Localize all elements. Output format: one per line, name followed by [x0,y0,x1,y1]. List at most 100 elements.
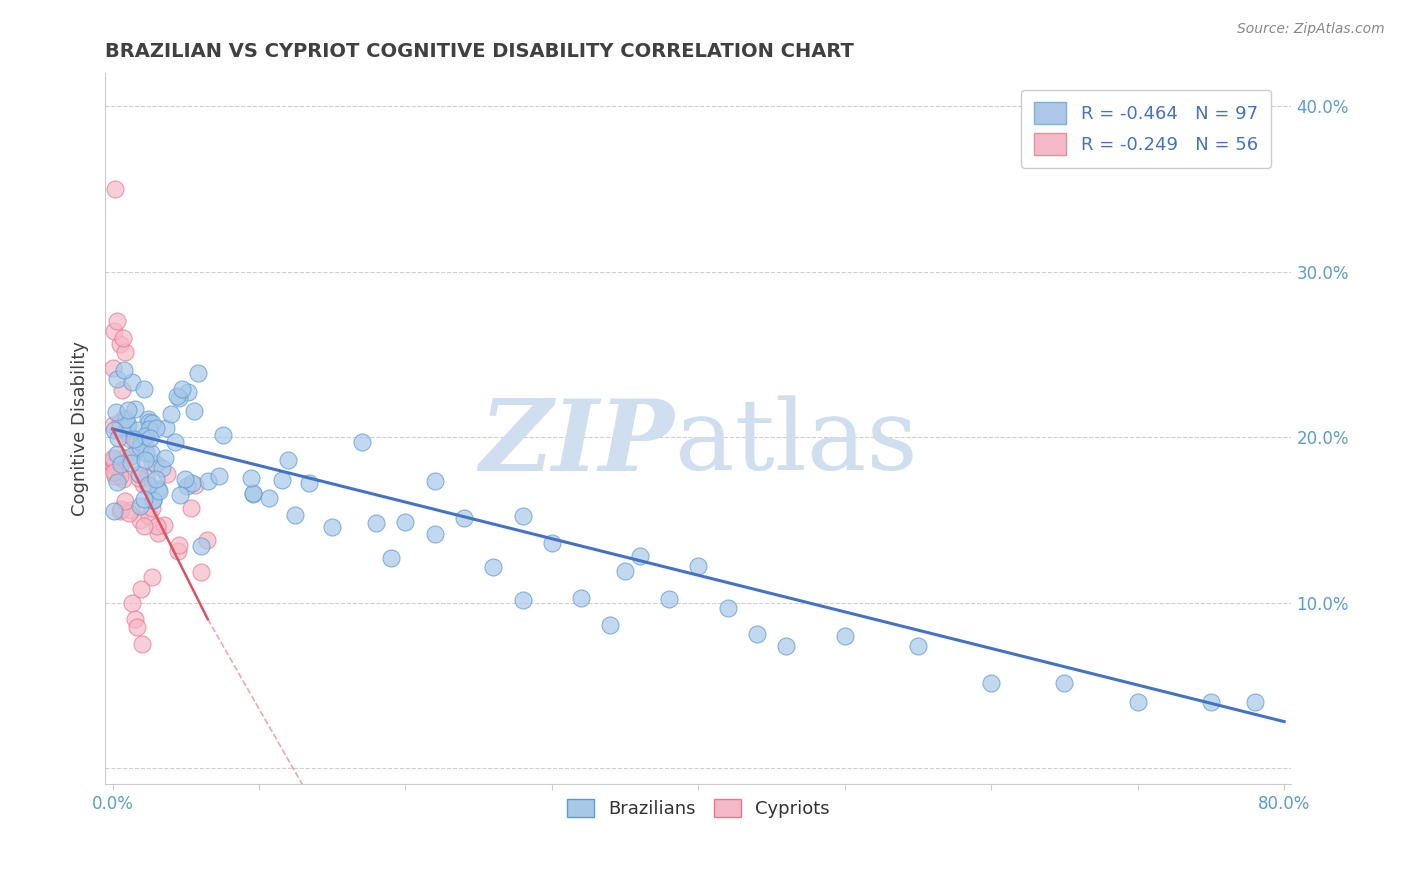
Point [658,591,681,606]
Point [284,508,307,522]
Point [187,366,209,380]
Point [423,474,446,488]
Point [321,520,343,534]
Point [145,518,167,533]
Point [134,438,156,452]
Point [153,451,176,466]
Point [628,549,651,563]
Point [380,550,402,565]
Point [907,640,929,654]
Point [111,331,134,345]
Point [980,675,1002,690]
Point [156,467,179,482]
Point [128,467,150,481]
Point [271,473,294,487]
Point [512,508,534,523]
Point [145,421,167,435]
Point [131,637,153,651]
Point [108,415,131,429]
Point [141,416,163,430]
Point [166,389,188,403]
Point [110,501,132,516]
Point [688,559,710,574]
Point [141,455,163,469]
Point [775,639,797,653]
Text: ZIP: ZIP [479,395,675,491]
Point [240,471,263,485]
Point [834,629,856,643]
Point [482,560,505,574]
Point [541,536,564,550]
Point [139,446,162,460]
Point [105,475,128,489]
Point [174,473,197,487]
Point [197,474,219,488]
Point [131,477,153,491]
Point [145,458,167,472]
Point [114,345,136,359]
Text: atlas: atlas [675,395,917,491]
Point [110,458,132,472]
Point [128,440,150,454]
Point [1053,676,1076,690]
Point [103,451,125,466]
Point [176,479,198,493]
Point [132,491,155,506]
Point [132,382,155,396]
Point [103,466,125,480]
Point [167,538,190,552]
Point [167,391,190,405]
Point [277,452,299,467]
Point [112,363,135,377]
Point [150,461,173,475]
Point [134,429,156,443]
Point [153,517,176,532]
Point [512,592,534,607]
Point [128,513,150,527]
Point [135,471,157,485]
Point [103,324,125,338]
Point [103,423,125,437]
Point [141,500,163,515]
Point [172,382,194,396]
Point [124,612,146,626]
Point [103,418,125,433]
Point [1126,695,1149,709]
Point [122,432,145,446]
Point [104,405,127,419]
Point [242,486,264,500]
Point [108,337,131,351]
Point [259,491,281,506]
Point [242,486,264,500]
Point [103,361,125,376]
Point [148,526,170,541]
Point [118,432,141,446]
Point [177,385,200,400]
Point [208,468,231,483]
Text: Source: ZipAtlas.com: Source: ZipAtlas.com [1237,22,1385,37]
Point [104,468,127,483]
Point [569,591,592,605]
Point [111,472,134,486]
Text: BRAZILIAN VS CYPRIOT COGNITIVE DISABILITY CORRELATION CHART: BRAZILIAN VS CYPRIOT COGNITIVE DISABILIT… [105,42,853,61]
Point [124,401,146,416]
Point [599,618,621,632]
Point [745,627,768,641]
Point [105,447,128,461]
Point [125,434,148,448]
Point [117,403,139,417]
Point [107,431,129,445]
Point [103,452,125,467]
Point [183,404,205,418]
Point [111,383,134,397]
Point [212,427,235,442]
Point [135,446,157,460]
Point [108,468,131,483]
Point [127,443,149,458]
Point [350,435,373,450]
Point [120,503,142,517]
Point [105,314,128,328]
Point [145,472,167,486]
Point [138,508,160,523]
Point [127,423,149,437]
